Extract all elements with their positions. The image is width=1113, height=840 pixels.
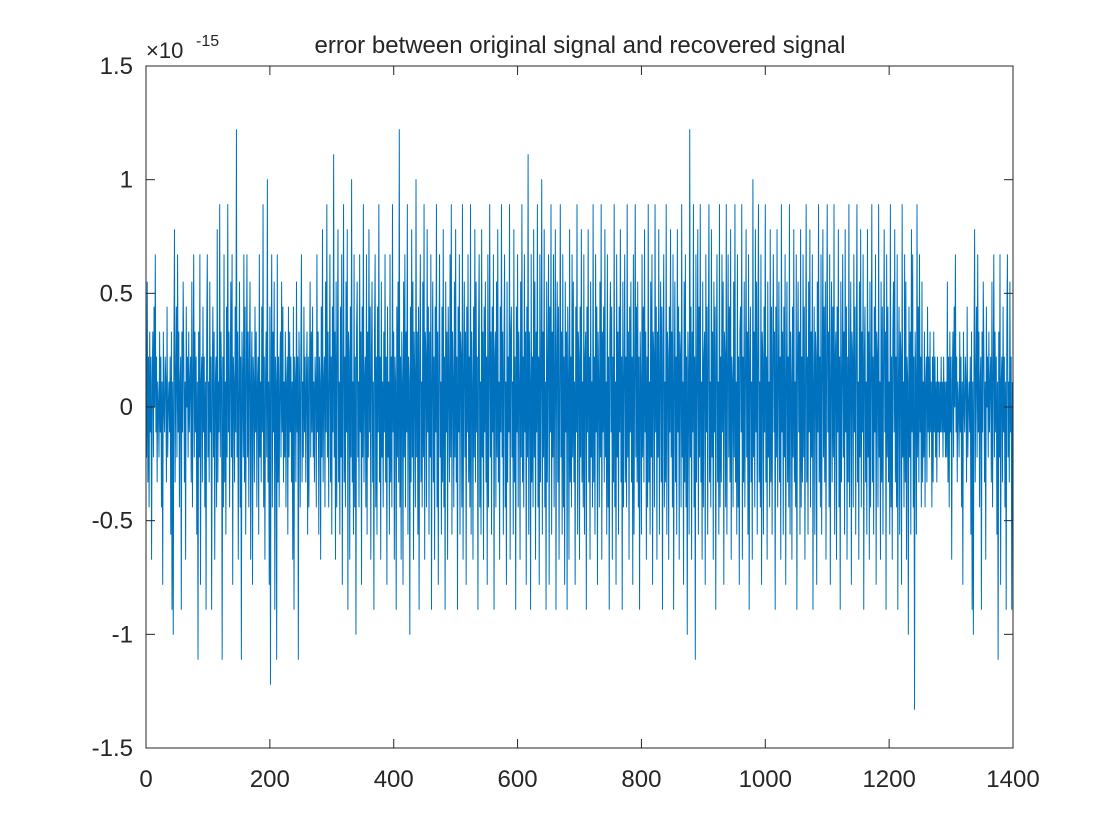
y-tick-label: -1.5 (92, 735, 133, 762)
chart-title: error between original signal and recove… (315, 32, 846, 59)
series-layer (145, 129, 1013, 710)
x-tick-label: 1200 (862, 766, 915, 793)
y-tick-label: -1 (112, 621, 133, 648)
x-tick-label: 1000 (739, 766, 792, 793)
y-tick-label: -0.5 (92, 508, 133, 535)
x-axis: 0 200 400 600 800 1000 1200 1400 (139, 66, 1040, 793)
y-tick-label: 0 (120, 394, 133, 421)
x-tick-label: 400 (374, 766, 414, 793)
error-series-line (145, 129, 1013, 710)
y-axis: -1.5 -1 -0.5 0 0.5 1 1.5 (92, 53, 1013, 762)
x-tick-label: 1400 (986, 766, 1039, 793)
x-tick-label: 200 (250, 766, 290, 793)
x-tick-label: 600 (498, 766, 538, 793)
y-exponent-prefix: ×10 (146, 38, 183, 63)
y-exponent-power: -15 (196, 33, 219, 50)
y-tick-label: 1 (120, 167, 133, 194)
x-tick-label: 800 (621, 766, 661, 793)
x-tick-label: 0 (139, 766, 152, 793)
y-tick-label: 1.5 (100, 53, 133, 80)
y-tick-label: 0.5 (100, 280, 133, 307)
